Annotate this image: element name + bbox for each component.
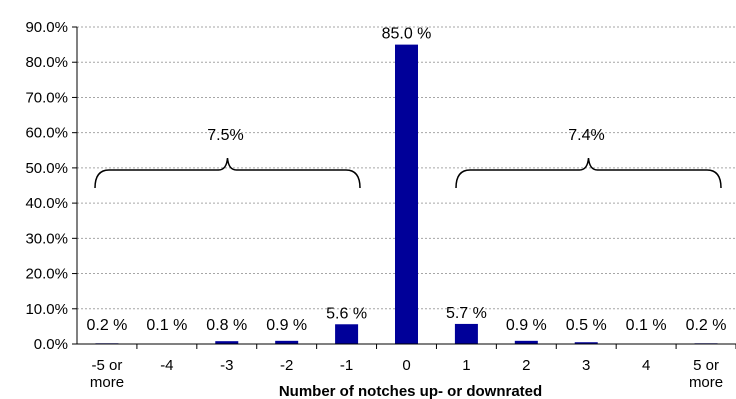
- y-tick-label: 40.0%: [25, 195, 68, 212]
- y-tick-label: 30.0%: [25, 230, 68, 247]
- data-label: 0.1 %: [626, 317, 667, 334]
- data-labels: 0.2 % 0.1 % 0.8 % 0.9 % 5.6 % 85.0 % 5.7 % 0.9 …: [86, 26, 726, 334]
- y-tick-label: 0.0%: [34, 336, 68, 353]
- bar: [395, 44, 418, 344]
- data-label: 0.2 %: [86, 317, 127, 334]
- x-tick-label: 3: [582, 357, 590, 374]
- y-tick-label: 90.0%: [25, 19, 68, 36]
- x-tick-label: 0: [402, 357, 410, 374]
- x-tick-label: 4: [642, 357, 650, 374]
- bar: [514, 340, 538, 344]
- bars: [95, 44, 718, 345]
- data-label: 85.0 %: [382, 26, 432, 43]
- braces: 7.5% 7.4%: [94, 127, 722, 189]
- x-tick-label: 5 or: [693, 357, 719, 374]
- data-label: 0.2 %: [686, 317, 727, 334]
- x-tick-label: -5 or: [92, 357, 123, 374]
- y-tick-label: 20.0%: [25, 266, 68, 283]
- data-label: 5.7 %: [446, 305, 487, 322]
- y-tick-label: 80.0%: [25, 54, 68, 71]
- axes: [76, 27, 736, 345]
- x-tick-label: -1: [340, 357, 353, 374]
- x-tick-label: -2: [280, 357, 293, 374]
- bar: [454, 323, 478, 344]
- data-label: 0.9 %: [266, 317, 307, 334]
- brace-annotation: 7.5%: [207, 127, 243, 144]
- brace: [455, 157, 722, 189]
- bar: [275, 340, 299, 344]
- brace: [94, 157, 361, 189]
- x-axis-label: Number of notches up- or downrated: [279, 383, 542, 399]
- bar: [335, 324, 359, 344]
- y-axis-ticks: 0.0% 10.0% 20.0% 30.0% 40.0% 50.0% 60.0% 70.0% 8…: [25, 19, 77, 353]
- data-label: 0.9 %: [506, 317, 547, 334]
- y-tick-label: 70.0%: [25, 89, 68, 106]
- y-tick-label: 10.0%: [25, 301, 68, 318]
- y-tick-label: 50.0%: [25, 160, 68, 177]
- x-tick-label: 2: [522, 357, 530, 374]
- x-tick-label: 1: [462, 357, 470, 374]
- data-label: 0.8 %: [206, 317, 247, 334]
- x-tick-label: -3: [220, 357, 233, 374]
- data-label: 0.1 %: [146, 317, 187, 334]
- y-tick-label: 60.0%: [25, 125, 68, 142]
- bar: [574, 342, 598, 344]
- x-tick-label: -4: [160, 357, 173, 374]
- data-label: 5.6 %: [326, 305, 367, 322]
- x-tick-label: more: [689, 374, 723, 391]
- x-tick-label: more: [90, 374, 124, 391]
- bar: [215, 341, 239, 344]
- brace-annotation: 7.4%: [568, 127, 604, 144]
- data-label: 0.5 %: [566, 317, 607, 334]
